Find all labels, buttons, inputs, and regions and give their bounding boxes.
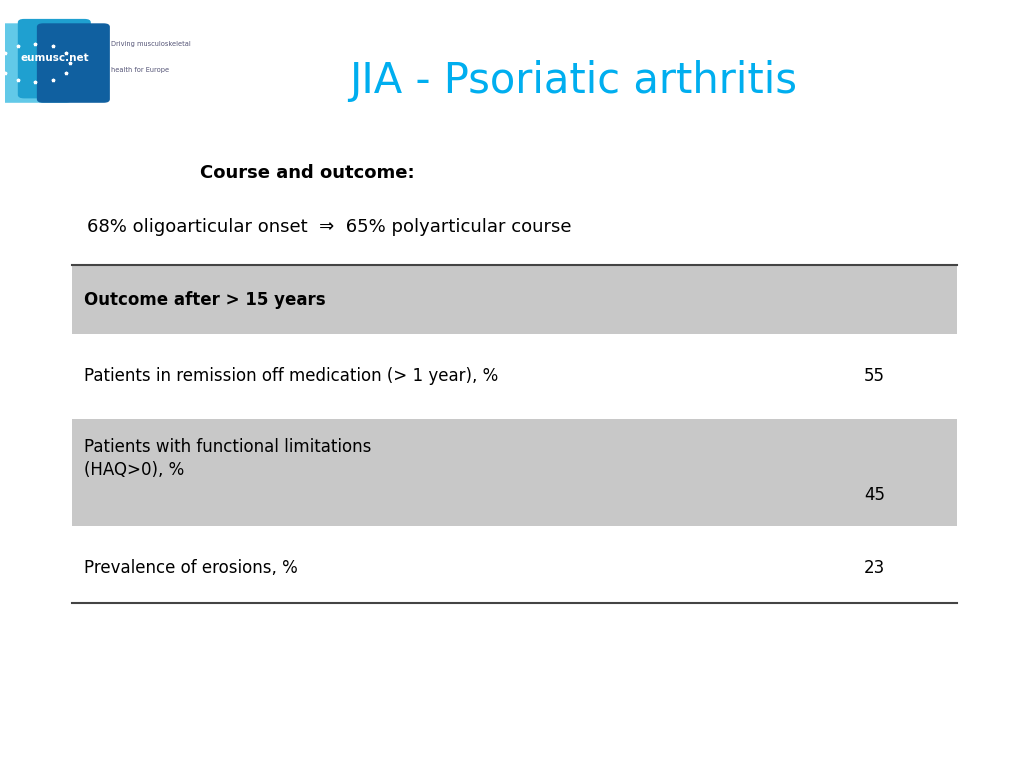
Bar (773, 419, 957, 526)
Text: 45: 45 (864, 486, 885, 505)
Text: Driving musculoskeletal: Driving musculoskeletal (112, 41, 191, 47)
FancyBboxPatch shape (0, 23, 72, 103)
Bar (72, 265, 773, 334)
Text: Course and outcome:: Course and outcome: (200, 164, 415, 182)
Text: Outcome after > 15 years: Outcome after > 15 years (84, 290, 326, 309)
Text: Patients with functional limitations
(HAQ>0), %: Patients with functional limitations (HA… (84, 438, 372, 479)
Text: Patients in remission off medication (> 1 year), %: Patients in remission off medication (> … (84, 367, 499, 386)
Text: 23: 23 (864, 559, 885, 578)
Text: eumusc.net: eumusc.net (20, 53, 89, 63)
Text: health for Europe: health for Europe (112, 67, 170, 73)
Bar (72, 419, 773, 526)
Bar (773, 265, 957, 334)
FancyBboxPatch shape (37, 23, 110, 103)
Text: Prevalence of erosions, %: Prevalence of erosions, % (84, 559, 298, 578)
Text: 68% oligoarticular onset  ⇒  65% polyarticular course: 68% oligoarticular onset ⇒ 65% polyartic… (87, 217, 571, 236)
Text: 55: 55 (864, 367, 885, 386)
FancyBboxPatch shape (17, 19, 91, 98)
Text: JIA - Psoriatic arthritis: JIA - Psoriatic arthritis (349, 60, 798, 101)
